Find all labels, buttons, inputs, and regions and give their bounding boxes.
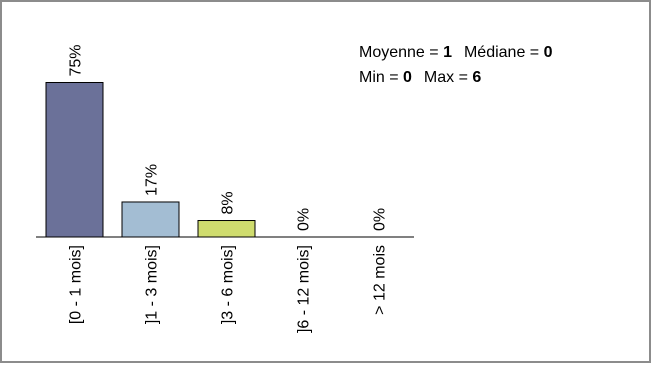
bars-layer <box>45 82 256 238</box>
min-value: 0 <box>403 69 412 86</box>
bar-1 <box>121 201 180 238</box>
tick-labels-layer: [0 - 1 mois] ]1 - 3 mois] ]3 - 6 mois] ]6 -… <box>68 245 389 333</box>
mean-value: 1 <box>443 44 452 61</box>
category-label-4: > 12 mois <box>372 245 389 315</box>
value-label-2: 8% <box>220 191 237 214</box>
stats-line-mean-median: Moyenne = 1 Médiane = 0 <box>359 44 552 62</box>
max-label: Max = <box>423 69 473 86</box>
value-label-0: 75% <box>68 44 85 76</box>
max-value: 6 <box>472 69 482 86</box>
bar-0 <box>45 82 104 238</box>
median-label: Médiane = <box>463 44 544 61</box>
mean-label: Moyenne = <box>359 44 444 61</box>
value-label-4: 0% <box>372 208 389 231</box>
category-label-3: ]6 - 12 mois] <box>296 245 313 333</box>
min-label: Min = <box>359 69 404 86</box>
value-label-3: 0% <box>296 208 313 231</box>
category-label-2: ]3 - 6 mois] <box>220 245 237 324</box>
bar-2 <box>197 220 256 238</box>
median-value: 0 <box>543 44 553 61</box>
category-label-0: [0 - 1 mois] <box>68 245 85 324</box>
value-label-1: 17% <box>144 164 161 196</box>
stats-line-min-max: Min = 0 Max = 6 <box>359 69 481 87</box>
category-label-1: ]1 - 3 mois] <box>144 245 161 324</box>
value-labels-layer: 75% 17% 8% 0% 0% <box>68 44 389 231</box>
